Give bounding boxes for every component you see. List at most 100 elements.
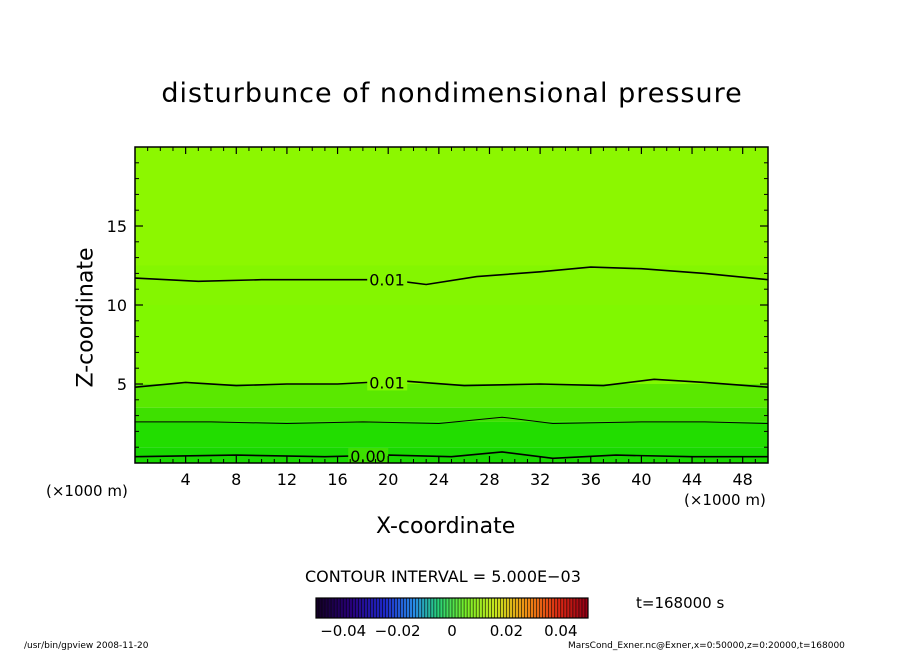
colorbar-cell: [316, 598, 320, 618]
x-unit-right: (×1000 m): [684, 491, 766, 509]
colorbar-cell: [322, 598, 326, 618]
x-tick-label: 8: [231, 470, 241, 489]
x-tick-label: 12: [277, 470, 297, 489]
colorbar-cell: [500, 598, 504, 618]
colorbar-cell: [427, 598, 431, 618]
colorbar-cell: [367, 598, 371, 618]
contour-line-3: [135, 451, 768, 460]
colorbar-cell: [394, 598, 398, 618]
colorbar-cell: [370, 598, 374, 618]
colorbar-cell: [485, 598, 489, 618]
contour-line-2: [135, 416, 768, 425]
colorbar-cell: [455, 598, 459, 618]
colorbar-tick-label: −0.04: [320, 622, 366, 640]
colorbar-cell: [382, 598, 386, 618]
colorbar-tick-label: 0: [447, 622, 457, 640]
colorbar-cell: [509, 598, 513, 618]
y-tick-label: 10: [107, 296, 127, 315]
colorbar-cell: [542, 598, 546, 618]
colorbar-cell: [572, 598, 576, 618]
colorbar-cell: [524, 598, 528, 618]
colorbar-cell: [424, 598, 428, 618]
x-axis-label: X-coordinate: [376, 514, 516, 539]
colorbar-cell: [578, 598, 582, 618]
colorbar-cell: [557, 598, 561, 618]
colorbar-cell: [418, 598, 422, 618]
fill-band-2: [135, 305, 768, 384]
colorbar-cell: [373, 598, 377, 618]
colorbar-cell: [349, 598, 353, 618]
colorbar-tick-label: 0.02: [490, 622, 523, 640]
colorbar: −0.04 −0.02 0 0.02 0.04: [315, 597, 589, 640]
contour-line-1: [135, 378, 768, 388]
contour-label-0: 0.01: [369, 271, 405, 290]
colorbar-cell: [494, 598, 498, 618]
colorbar-cell: [473, 598, 477, 618]
y-tick-label: 5: [117, 375, 127, 394]
colorbar-cell: [536, 598, 540, 618]
colorbar-cell: [530, 598, 534, 618]
chart-title: disturbunce of nondimensional pressure: [161, 78, 743, 109]
colorbar-cell: [397, 598, 401, 618]
x-tick-label: 4: [181, 470, 191, 489]
colorbar-cell: [358, 598, 362, 618]
colorbar-cell: [352, 598, 356, 618]
y-axis-label: Z-coordinate: [73, 247, 99, 388]
contour-label-bg-0: [367, 271, 408, 288]
colorbar-cell: [554, 598, 558, 618]
colorbar-cell: [355, 598, 359, 618]
colorbar-cell: [464, 598, 468, 618]
x-tick-label: 48: [733, 470, 753, 489]
colorbar-cell: [539, 598, 543, 618]
colorbar-cell: [388, 598, 392, 618]
fill-band-3: [135, 384, 768, 408]
colorbar-cell: [551, 598, 555, 618]
colorbar-cell: [506, 598, 510, 618]
colorbar-cell: [400, 598, 404, 618]
colorbar-cell: [482, 598, 486, 618]
footer-right: MarsCond_Exner.nc@Exner,x=0:50000,z=0:20…: [568, 641, 845, 651]
colorbar-cell: [340, 598, 344, 618]
colorbar-cell: [545, 598, 549, 618]
colorbar-cell: [497, 598, 501, 618]
colorbar-frame: [315, 597, 589, 619]
x-tick-label: 40: [631, 470, 651, 489]
colorbar-cell: [409, 598, 413, 618]
contour-label-bg-3: [348, 448, 389, 463]
colorbar-cell: [488, 598, 492, 618]
x-tick-label: 16: [327, 470, 347, 489]
colorbar-cell: [406, 598, 410, 618]
contour-label-1: 0.01: [369, 373, 405, 392]
colorbar-tick-label: 0.04: [544, 622, 577, 640]
colorbar-cell: [346, 598, 350, 618]
colorbar-cell: [467, 598, 471, 618]
x-tick-label: 36: [581, 470, 601, 489]
colorbar-cell: [439, 598, 443, 618]
colorbar-cell: [458, 598, 462, 618]
colorbar-cell: [503, 598, 507, 618]
x-tick-label: 24: [429, 470, 449, 489]
colorbar-cell: [325, 598, 329, 618]
fill-band-6: [135, 447, 768, 463]
colorbar-cell: [476, 598, 480, 618]
colorbar-cell: [376, 598, 380, 618]
colorbar-tick-label: −0.02: [375, 622, 421, 640]
colorbar-cell: [563, 598, 567, 618]
colorbar-cell: [328, 598, 332, 618]
x-tick-label: 32: [530, 470, 550, 489]
colorbar-cell: [584, 598, 588, 618]
colorbar-cell: [415, 598, 419, 618]
colorbar-cell: [445, 598, 449, 618]
colorbar-cell: [515, 598, 519, 618]
colorbar-cell: [412, 598, 416, 618]
colorbar-cell: [521, 598, 525, 618]
colorbar-cell: [343, 598, 347, 618]
colorbar-cell: [566, 598, 570, 618]
colorbar-cell: [430, 598, 434, 618]
fill-band-5: [135, 421, 768, 448]
x-unit-left: (×1000 m): [46, 482, 128, 500]
colorbar-cell: [569, 598, 573, 618]
colorbar-cell: [361, 598, 365, 618]
colorbar-cell: [334, 598, 338, 618]
